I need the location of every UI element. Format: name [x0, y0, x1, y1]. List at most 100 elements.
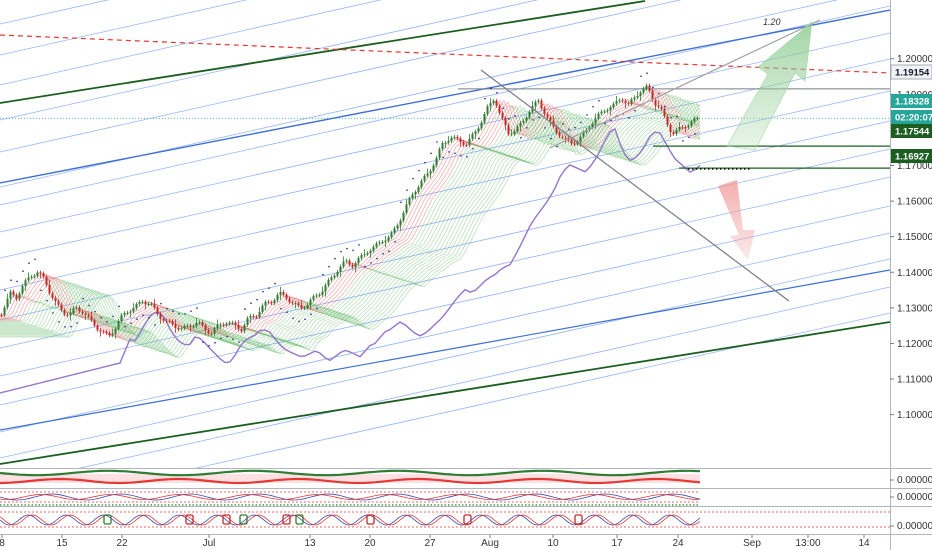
- sar-dot: [628, 117, 630, 119]
- candle-body: [42, 273, 45, 277]
- indicator-line-red: [0, 477, 701, 485]
- candle-body: [309, 299, 312, 306]
- candle-body: [63, 310, 66, 315]
- time-tick-label: 13: [304, 538, 316, 549]
- price-label: 1.16927: [891, 149, 932, 163]
- candle-body: [687, 125, 690, 128]
- candle-body: [186, 325, 189, 327]
- candle-body: [489, 102, 492, 107]
- candle-body: [276, 294, 279, 301]
- candle-body: [201, 322, 204, 326]
- candle-body: [240, 329, 243, 332]
- candle-body: [261, 305, 264, 312]
- candle-body: [180, 328, 183, 330]
- candle-body: [582, 132, 585, 137]
- sar-dot: [124, 325, 126, 328]
- sar-dot: [184, 313, 186, 315]
- indicator-pane-3[interactable]: [0, 511, 890, 528]
- candle-body: [384, 240, 387, 242]
- candle-body: [333, 275, 336, 278]
- price-labels: 1.19154 1.18328 02:20:07 1.17544 1.16927: [890, 64, 932, 163]
- candle-body: [471, 134, 474, 139]
- sar-dot: [484, 97, 486, 100]
- trend-line-down: [480, 69, 790, 302]
- candle-body: [537, 100, 540, 102]
- sar-dot: [82, 297, 84, 300]
- ema-ribbon-line: [0, 99, 701, 348]
- candle-body: [561, 136, 564, 138]
- candle-body: [147, 303, 150, 305]
- candle-body: [666, 116, 669, 126]
- indicator-line-green: [0, 469, 701, 477]
- candle-body: [192, 326, 195, 328]
- sar-dot: [148, 317, 150, 319]
- sar-dot: [502, 107, 504, 110]
- indicator-axis-label: 0.00000: [897, 475, 932, 486]
- candle-body: [324, 285, 327, 292]
- channel-line: [0, 176, 890, 377]
- candle-body: [651, 90, 654, 101]
- candle-body: [396, 225, 399, 229]
- candle-body: [189, 325, 192, 327]
- candle-body: [657, 105, 660, 107]
- time-tick-label: 14: [858, 538, 870, 549]
- price-tick-label: 1.10000: [897, 410, 932, 421]
- sar-dot: [70, 325, 72, 328]
- overlay-lines: [480, 19, 890, 302]
- signal-marker: [366, 514, 375, 525]
- candle-body: [660, 106, 663, 110]
- candle-body: [663, 109, 666, 117]
- sar-dot: [310, 313, 312, 316]
- candle-body: [474, 131, 477, 135]
- candle-body: [246, 318, 249, 325]
- indicator-pane-2[interactable]: [0, 491, 701, 506]
- sar-dot: [472, 147, 474, 150]
- sar-dot: [100, 316, 102, 319]
- candle-body: [366, 253, 369, 255]
- candle-body: [135, 303, 138, 309]
- time-tick-label: Jul: [203, 538, 216, 549]
- candle-body: [54, 298, 57, 302]
- ema-ribbon-line: [0, 88, 701, 337]
- sar-dot: [400, 201, 402, 204]
- candle-body: [264, 301, 267, 306]
- time-tick-label: 13:00: [795, 538, 820, 549]
- sar-dot: [94, 310, 96, 313]
- signal-marker: [185, 514, 194, 525]
- candle-body: [375, 243, 378, 247]
- candle-body: [486, 106, 489, 115]
- time-axis[interactable]: 8 15 22 Jul 13 20 27 Aug 10 17 24 Sep 13:00 14: [0, 535, 870, 549]
- sar-dot: [460, 155, 462, 157]
- sar-dot: [190, 310, 192, 312]
- sar-dot: [556, 145, 558, 148]
- sar-dot: [436, 141, 438, 143]
- candle-body: [423, 175, 426, 181]
- candle-body: [393, 228, 396, 233]
- candle-body: [459, 138, 462, 143]
- ema-ribbon-line: [0, 111, 701, 355]
- sar-dot: [430, 152, 432, 155]
- sar-dot: [40, 289, 42, 292]
- candle-body: [81, 311, 84, 314]
- candle-body: [303, 308, 306, 310]
- candle-body: [222, 324, 225, 326]
- candle-body: [462, 142, 465, 145]
- time-tick-label: 20: [364, 538, 376, 549]
- candle-body: [285, 294, 288, 299]
- sar-dot: [412, 177, 414, 180]
- candle-body: [177, 327, 180, 330]
- candle-body: [195, 323, 198, 327]
- sar-dot: [406, 189, 408, 191]
- candle-body: [183, 326, 186, 329]
- candle-body: [624, 101, 627, 104]
- sar-dot: [88, 304, 90, 307]
- indicator-pane-1[interactable]: [0, 469, 701, 485]
- candle-body: [354, 263, 357, 268]
- price-axis[interactable]: 1.200001.190001.170001.160001.150001.140…: [890, 54, 932, 421]
- sar-dot: [64, 326, 66, 328]
- ema-ribbon-line: [0, 99, 701, 348]
- candle-body: [156, 307, 159, 314]
- candle-body: [87, 314, 90, 317]
- price-pane[interactable]: [0, 0, 890, 512]
